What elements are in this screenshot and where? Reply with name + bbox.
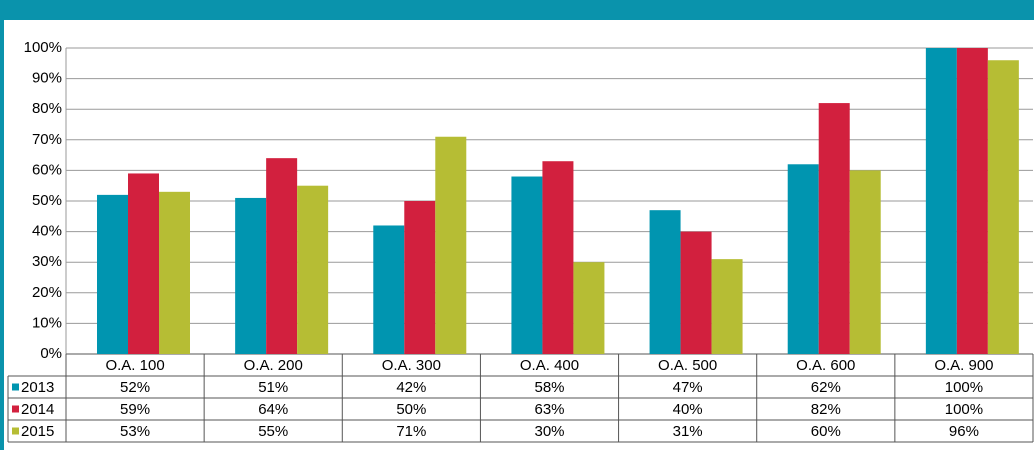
table-value: 60% [811,423,841,440]
table-value: 30% [534,423,564,440]
table-value: 55% [258,423,288,440]
x-tick-label: O.A. 900 [934,357,993,374]
bar [787,164,819,354]
table-value: 40% [673,401,703,418]
y-tick-label: 60% [32,161,62,178]
bar [542,161,574,354]
table-value: 64% [258,401,288,418]
y-tick-label: 100% [24,39,62,56]
y-tick-label: 90% [32,70,62,87]
bar [404,201,436,354]
x-tick-label: O.A. 600 [796,357,855,374]
y-tick-label: 40% [32,223,62,240]
bar [128,173,159,354]
legend-label: 2015 [21,423,54,440]
y-tick-label: 80% [32,100,62,117]
y-tick-label: 70% [32,131,62,148]
bar [649,210,681,354]
bar [159,191,190,354]
bar [818,103,850,354]
table-value: 96% [949,423,979,440]
table-value: 71% [396,423,426,440]
x-tick-label: O.A. 300 [382,357,441,374]
x-tick-label: O.A. 200 [244,357,303,374]
y-tick-label: 50% [32,192,62,209]
y-tick-label: 30% [32,253,62,270]
table-value: 59% [120,401,150,418]
legend-swatch [12,383,19,391]
y-tick-label: 20% [32,284,62,301]
bar [925,48,957,354]
legend-swatch [12,405,19,413]
x-tick-label: O.A. 500 [658,357,717,374]
left-edge [0,20,4,450]
table-value: 47% [673,379,703,396]
bar [297,185,329,354]
legend-label: 2014 [21,401,54,418]
bar [711,259,743,354]
x-tick-label: O.A. 100 [105,357,164,374]
table-value: 52% [120,379,150,396]
table-value: 100% [945,379,983,396]
table-value: 82% [811,401,841,418]
bar [987,60,1019,355]
x-tick-label: O.A. 400 [520,357,579,374]
table-value: 42% [396,379,426,396]
table-value: 58% [534,379,564,396]
legend-swatch [12,427,19,435]
table-value: 31% [673,423,703,440]
header-bar [0,0,1034,20]
bar [680,231,712,354]
table-value: 100% [945,401,983,418]
bar [573,262,605,354]
table-value: 53% [120,423,150,440]
table-value: 51% [258,379,288,396]
bar [956,48,988,354]
bar [511,176,543,354]
bar [435,136,467,354]
y-tick-label: 0% [40,345,62,362]
bar [373,225,405,354]
table-value: 63% [534,401,564,418]
legend-label: 2013 [21,379,54,396]
table-value: 50% [396,401,426,418]
bar [849,170,881,354]
bar [97,194,128,354]
bar [266,158,298,354]
bar [235,197,267,354]
y-tick-label: 10% [32,314,62,331]
table-value: 62% [811,379,841,396]
